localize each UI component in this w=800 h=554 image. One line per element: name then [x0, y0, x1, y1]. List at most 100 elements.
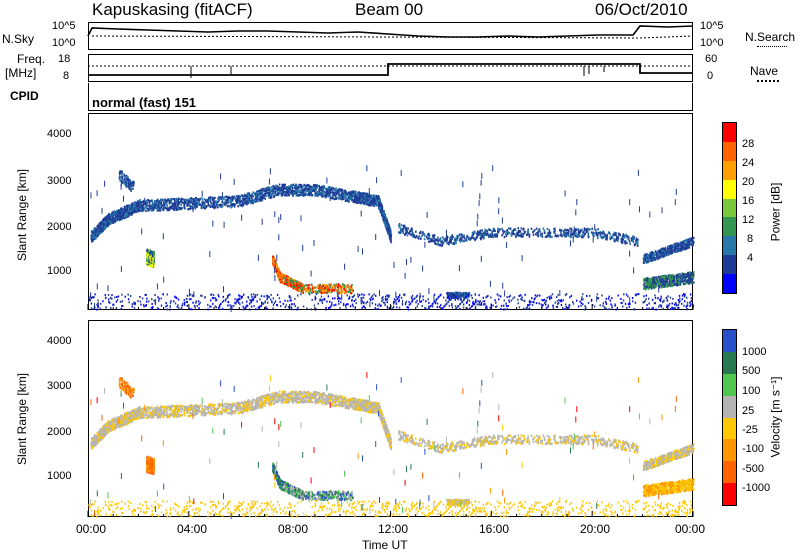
power-echo — [111, 215, 113, 218]
power-echo — [186, 202, 189, 205]
power-echo — [133, 207, 135, 210]
power-echo — [587, 227, 590, 230]
power-echo — [493, 235, 496, 238]
power-echo — [305, 288, 308, 291]
power-echo — [200, 204, 203, 207]
power-echo — [343, 291, 346, 294]
power-echo — [171, 207, 174, 210]
power-echo — [570, 227, 572, 230]
power-echo — [148, 260, 150, 263]
power-echo — [104, 225, 106, 228]
power-echo — [486, 229, 488, 232]
power-echo — [180, 199, 182, 202]
power-echo — [350, 190, 352, 193]
power-echo — [422, 231, 424, 234]
power-echo — [284, 183, 286, 186]
power-echo — [325, 284, 328, 287]
power-echo — [283, 282, 286, 286]
power-echo — [681, 248, 684, 251]
power-echo — [517, 227, 520, 230]
power-echo — [321, 187, 324, 190]
power-echo — [459, 238, 461, 241]
power-echo — [679, 244, 682, 247]
power-echo — [149, 256, 151, 259]
power-echo — [160, 202, 162, 205]
power-echo — [288, 280, 290, 283]
power-echo — [646, 255, 648, 258]
power-echo — [91, 240, 93, 243]
power-echo — [368, 193, 370, 196]
power-echo — [685, 239, 687, 242]
power-echo — [692, 274, 695, 277]
power-echo — [116, 211, 118, 215]
power-echo — [310, 283, 313, 286]
power-echo — [93, 228, 95, 231]
power-echo — [645, 260, 648, 263]
power-echo — [153, 258, 155, 261]
power-echo — [237, 195, 240, 198]
power-echo — [292, 279, 294, 282]
power-echo — [289, 190, 291, 193]
power-echo — [251, 199, 254, 202]
power-echo — [462, 292, 465, 295]
power-echo — [358, 194, 361, 197]
power-echo — [686, 245, 689, 249]
power-echo — [327, 189, 330, 192]
power-echo — [304, 188, 306, 191]
nave-spikes — [190, 66, 605, 78]
power-echo — [511, 230, 513, 233]
power-echo — [501, 234, 503, 237]
power-echo — [253, 199, 256, 202]
power-echo — [666, 253, 668, 256]
power-echo — [679, 241, 682, 244]
power-echo — [266, 188, 268, 192]
power-echo — [201, 203, 204, 206]
power-echo — [377, 198, 379, 201]
power-echo — [252, 195, 254, 198]
power-echo — [669, 246, 672, 249]
power-echo — [636, 240, 639, 243]
power-echo — [269, 189, 272, 192]
power-echo — [326, 188, 329, 191]
power-echo — [331, 190, 333, 193]
power-echo — [288, 285, 290, 288]
power-echo — [281, 183, 283, 186]
power-echo — [348, 198, 351, 201]
power-echo — [661, 251, 663, 254]
power-echo — [151, 257, 154, 260]
power-echo — [146, 204, 149, 207]
power-echo — [446, 292, 448, 295]
power-echo — [126, 206, 128, 209]
power-echo — [587, 233, 590, 236]
power-echo — [289, 187, 292, 191]
power-echo — [273, 187, 275, 190]
power-echo — [452, 294, 454, 297]
power-echo — [200, 196, 203, 200]
power-echo — [299, 183, 301, 186]
power-echo — [225, 199, 228, 202]
power-echo — [494, 229, 496, 233]
power-echo — [411, 234, 414, 237]
power-echo — [327, 186, 330, 189]
power-echo — [651, 257, 653, 260]
power-echo — [146, 259, 148, 262]
power-echo — [347, 290, 350, 293]
power-echo — [340, 196, 342, 200]
power-echo — [655, 252, 658, 255]
power-echo — [184, 198, 187, 201]
power-echo — [210, 205, 212, 208]
power-echo — [344, 199, 347, 203]
power-echo — [546, 235, 548, 239]
power-echo — [203, 198, 206, 201]
power-echo — [612, 233, 615, 236]
power-echo — [514, 228, 517, 232]
power-echo — [119, 212, 122, 215]
power-echo — [116, 214, 118, 218]
power-echo — [389, 229, 392, 232]
power-echo — [648, 255, 651, 258]
power-echo — [460, 233, 462, 236]
power-echo — [164, 200, 167, 204]
power-echo — [369, 204, 371, 207]
power-echo — [489, 229, 491, 232]
power-echo — [307, 187, 309, 190]
